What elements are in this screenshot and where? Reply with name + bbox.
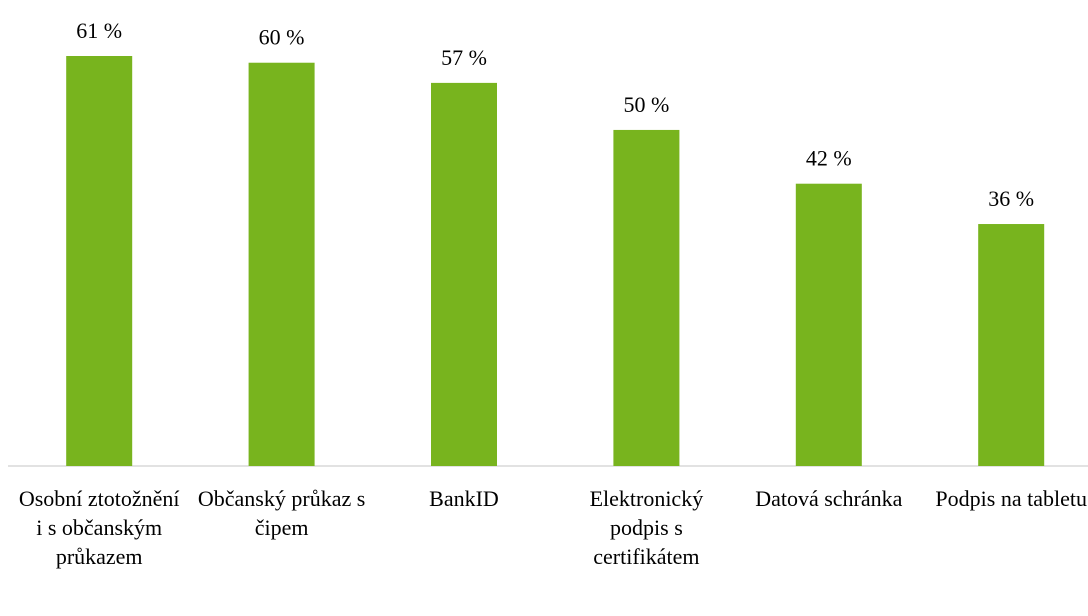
value-label: 57 % (441, 45, 487, 70)
bar (978, 224, 1045, 466)
x-tick-label: Osobní ztotožnění i s občanským průkazem (18, 486, 180, 569)
value-label: 60 % (259, 25, 305, 50)
bar (66, 56, 133, 466)
x-tick-label: BankID (429, 486, 499, 511)
bar (431, 82, 497, 466)
x-tick-label: Podpis na tabletu (935, 486, 1087, 511)
value-label: 61 % (76, 18, 122, 43)
x-tick-label: Elektronický podpis s certifikátem (589, 486, 704, 569)
value-label: 36 % (988, 186, 1034, 211)
x-tick-label: Občanský průkaz s čipem (197, 486, 366, 540)
bar (248, 62, 315, 466)
x-tick-label: Datová schránka (755, 486, 903, 511)
bar (795, 183, 862, 466)
bar (613, 129, 680, 466)
value-label: 50 % (623, 92, 669, 117)
value-label: 42 % (806, 146, 852, 171)
